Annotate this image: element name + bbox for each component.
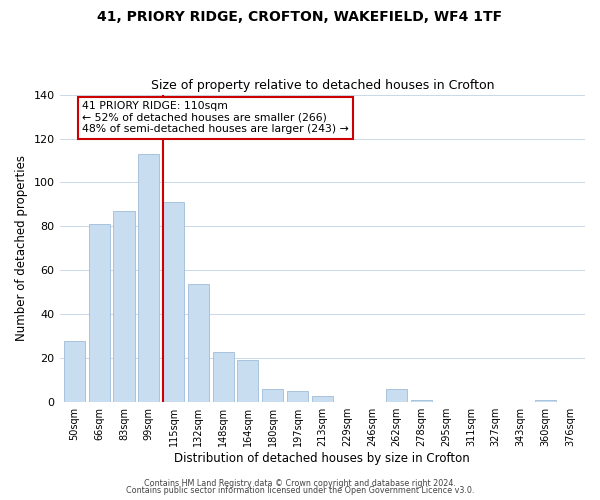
Bar [411, 400, 432, 402]
Bar [287, 391, 308, 402]
Text: 41 PRIORY RIDGE: 110sqm
← 52% of detached houses are smaller (266)
48% of semi-d: 41 PRIORY RIDGE: 110sqm ← 52% of detache… [82, 101, 349, 134]
Title: Size of property relative to detached houses in Crofton: Size of property relative to detached ho… [151, 79, 494, 92]
X-axis label: Distribution of detached houses by size in Crofton: Distribution of detached houses by size … [175, 452, 470, 465]
Text: Contains public sector information licensed under the Open Government Licence v3: Contains public sector information licen… [126, 486, 474, 495]
Bar [188, 284, 209, 402]
Bar [212, 352, 233, 402]
Bar [89, 224, 110, 402]
Bar [64, 340, 85, 402]
Bar [386, 389, 407, 402]
Bar [262, 389, 283, 402]
Bar [138, 154, 160, 402]
Text: 41, PRIORY RIDGE, CROFTON, WAKEFIELD, WF4 1TF: 41, PRIORY RIDGE, CROFTON, WAKEFIELD, WF… [97, 10, 503, 24]
Bar [113, 211, 134, 402]
Bar [312, 396, 333, 402]
Y-axis label: Number of detached properties: Number of detached properties [15, 156, 28, 342]
Bar [535, 400, 556, 402]
Bar [238, 360, 259, 402]
Bar [163, 202, 184, 402]
Text: Contains HM Land Registry data © Crown copyright and database right 2024.: Contains HM Land Registry data © Crown c… [144, 478, 456, 488]
